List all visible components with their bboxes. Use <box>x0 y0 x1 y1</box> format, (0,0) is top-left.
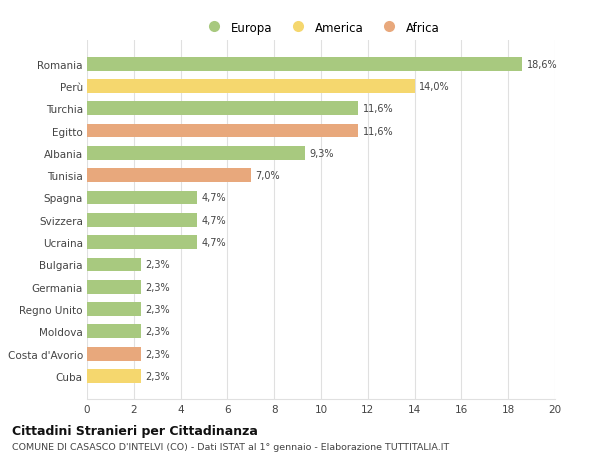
Text: 2,3%: 2,3% <box>146 349 170 359</box>
Text: 14,0%: 14,0% <box>419 82 450 92</box>
Bar <box>87 102 358 116</box>
Text: 4,7%: 4,7% <box>202 215 226 225</box>
Bar <box>87 258 141 272</box>
Bar <box>87 325 141 339</box>
Legend: Europa, America, Africa: Europa, America, Africa <box>197 17 445 39</box>
Text: 4,7%: 4,7% <box>202 238 226 247</box>
Text: 2,3%: 2,3% <box>146 304 170 314</box>
Bar <box>87 80 415 94</box>
Bar <box>87 169 251 183</box>
Text: COMUNE DI CASASCO D'INTELVI (CO) - Dati ISTAT al 1° gennaio - Elaborazione TUTTI: COMUNE DI CASASCO D'INTELVI (CO) - Dati … <box>12 442 449 451</box>
Bar <box>87 347 141 361</box>
Text: 9,3%: 9,3% <box>310 149 334 158</box>
Bar <box>87 191 197 205</box>
Bar <box>87 213 197 227</box>
Text: 2,3%: 2,3% <box>146 282 170 292</box>
Text: 2,3%: 2,3% <box>146 371 170 381</box>
Text: 7,0%: 7,0% <box>256 171 280 181</box>
Text: 4,7%: 4,7% <box>202 193 226 203</box>
Text: 2,3%: 2,3% <box>146 260 170 270</box>
Text: 18,6%: 18,6% <box>527 60 557 69</box>
Bar <box>87 302 141 316</box>
Bar <box>87 146 305 161</box>
Text: 2,3%: 2,3% <box>146 327 170 336</box>
Bar <box>87 280 141 294</box>
Bar <box>87 124 358 138</box>
Text: Cittadini Stranieri per Cittadinanza: Cittadini Stranieri per Cittadinanza <box>12 425 258 437</box>
Bar <box>87 235 197 250</box>
Text: 11,6%: 11,6% <box>363 104 394 114</box>
Bar <box>87 57 522 72</box>
Text: 11,6%: 11,6% <box>363 126 394 136</box>
Bar <box>87 369 141 383</box>
